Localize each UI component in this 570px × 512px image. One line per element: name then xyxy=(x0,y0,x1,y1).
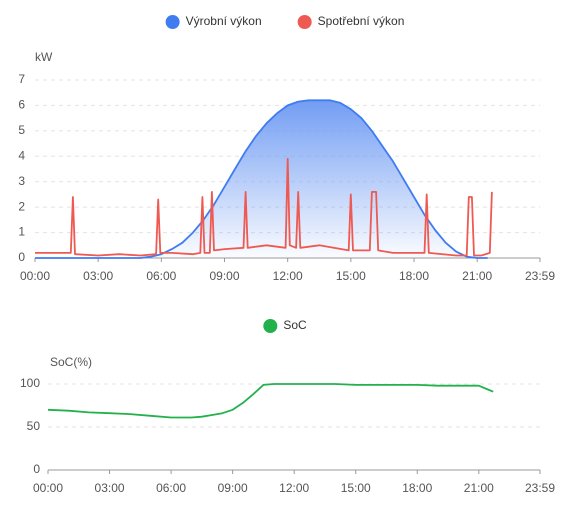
x-tick-label: 15:00 xyxy=(336,269,366,283)
x-tick-label: 23:59 xyxy=(525,481,555,495)
x-tick-label: 21:00 xyxy=(464,481,494,495)
y-tick-label: 4 xyxy=(18,148,25,162)
chart: SoC SoC(%) 0 50 100 00:00 03:00 06:00 09:00 12:00… xyxy=(20,318,555,495)
x-tick-label: 12:00 xyxy=(279,481,309,495)
x-tick-label: 15:00 xyxy=(341,481,371,495)
x-tick-label: 00:00 xyxy=(20,269,50,283)
x-tick-label: 18:00 xyxy=(402,481,432,495)
legend-marker xyxy=(263,319,278,333)
chart: Výrobní výkon Spotřební výkon kW 0 1 2 3 4 5 6 7 00… xyxy=(18,14,555,283)
x-tick-label: 03:00 xyxy=(95,481,125,495)
legend-marker xyxy=(165,15,180,29)
x-tick-label: 21:00 xyxy=(462,269,492,283)
x-tick-label: 06:00 xyxy=(146,269,176,283)
legend-item[interactable]: Spotřební výkon xyxy=(297,14,405,29)
legend-label: Výrobní výkon xyxy=(186,14,262,28)
x-tick-label: 09:00 xyxy=(209,269,239,283)
legend-label: Spotřební výkon xyxy=(318,14,405,28)
line xyxy=(47,383,494,419)
x-tick-label: 23:59 xyxy=(525,269,555,283)
y-tick-label: 6 xyxy=(18,98,25,112)
y-tick-label: 0 xyxy=(33,462,40,476)
legend-item[interactable]: SoC xyxy=(263,318,307,333)
legend: Výrobní výkon Spotřební výkon xyxy=(165,14,405,29)
y-tick-label: 1 xyxy=(18,225,25,239)
y-tick-label: 3 xyxy=(18,174,25,188)
y-tick-label: 100 xyxy=(20,376,40,390)
y-tick-label: 0 xyxy=(18,250,25,264)
legend-label: SoC xyxy=(283,318,307,332)
legend-item[interactable]: Výrobní výkon xyxy=(165,14,262,29)
y-tick-label: 7 xyxy=(18,72,25,86)
y-tick-label: 5 xyxy=(18,123,25,137)
x-tick-label: 12:00 xyxy=(273,269,303,283)
x-tick-label: 09:00 xyxy=(218,481,248,495)
x-tick-label: 00:00 xyxy=(33,481,63,495)
y-tick-label: 2 xyxy=(18,199,25,213)
legend: SoC xyxy=(263,318,307,333)
x-tick-label: 06:00 xyxy=(156,481,186,495)
x-tick-label: 03:00 xyxy=(83,269,113,283)
y-axis-label: SoC(%) xyxy=(50,355,92,369)
legend-marker xyxy=(297,15,312,29)
line xyxy=(35,157,493,257)
y-tick-label: 50 xyxy=(27,419,41,433)
y-axis-label: kW xyxy=(35,50,53,64)
x-tick-label: 18:00 xyxy=(399,269,429,283)
area xyxy=(35,100,488,258)
